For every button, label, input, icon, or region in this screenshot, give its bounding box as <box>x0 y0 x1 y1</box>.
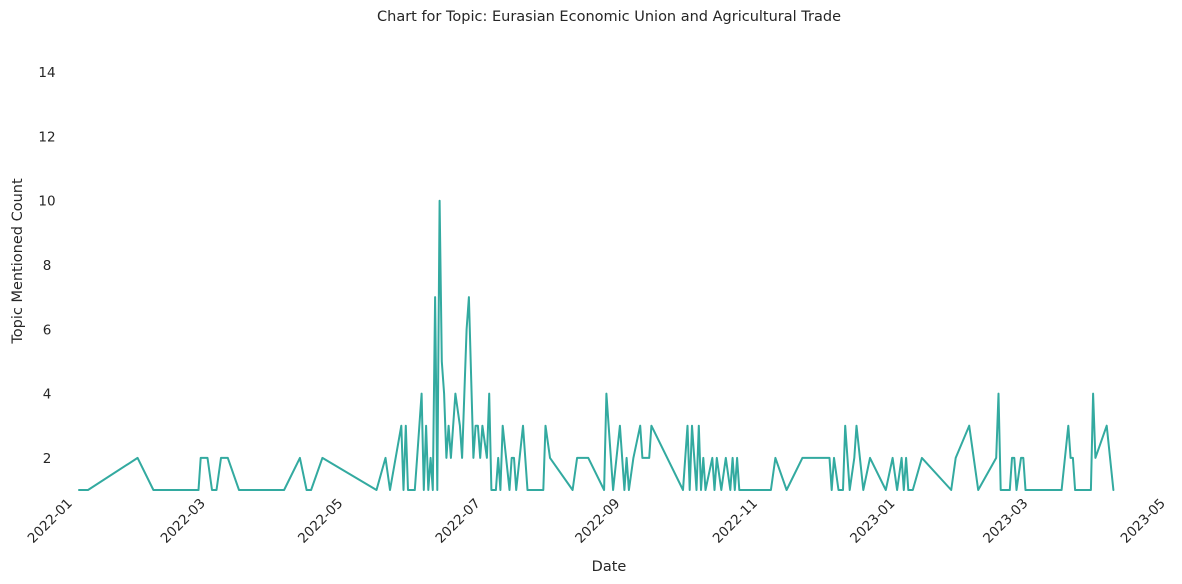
y-axis-ticks: 2 4 6 8 10 12 14 <box>38 65 55 467</box>
y-tick-label: 12 <box>38 129 55 145</box>
y-tick-label: 10 <box>38 194 55 210</box>
y-tick-label: 8 <box>43 258 52 274</box>
y-tick-label: 4 <box>43 387 52 403</box>
chart-title: Chart for Topic: Eurasian Economic Union… <box>377 9 841 25</box>
x-axis-label: Date <box>592 559 627 575</box>
series-line <box>78 199 1115 491</box>
y-axis-label: Topic Mentioned Count <box>10 178 26 345</box>
y-tick-label: 6 <box>43 322 52 338</box>
y-tick-label: 2 <box>43 451 52 467</box>
series-group <box>78 199 1115 491</box>
y-tick-label: 14 <box>38 65 55 81</box>
